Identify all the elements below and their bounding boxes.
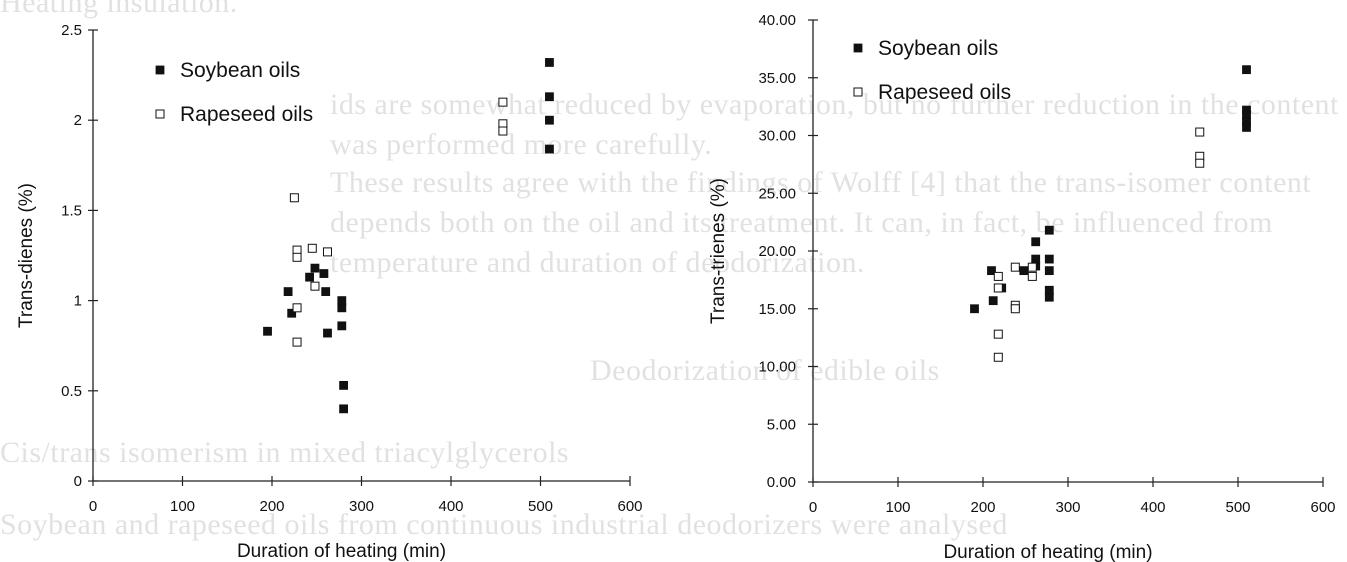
x-tick-label: 200	[259, 498, 284, 515]
y-tick-label: 40.00	[758, 12, 796, 29]
soybean-point	[1044, 266, 1054, 276]
legend-marker-rapeseed	[853, 87, 863, 97]
rapeseed-point	[292, 303, 302, 313]
soybean-point	[310, 263, 320, 273]
legend-marker-rapeseed	[155, 109, 165, 119]
soybean-point	[305, 272, 314, 282]
legend-marker-soybean	[853, 43, 863, 53]
soybean-point	[337, 303, 347, 313]
rapeseed-point	[322, 247, 332, 257]
y-tick-label: 2	[74, 112, 82, 129]
soybean-point	[1242, 65, 1251, 75]
rapeseed-point	[993, 271, 1003, 281]
y-tick-label: 1	[74, 293, 82, 310]
soybean-point	[1031, 237, 1041, 247]
soybean-point	[337, 321, 347, 331]
x-tick-label: 300	[349, 498, 374, 515]
x-tick-label: 500	[528, 498, 553, 515]
y-tick-label: 10.00	[758, 359, 796, 376]
rapeseed-point	[1195, 158, 1205, 168]
soybean-point	[319, 269, 329, 278]
x-axis-title: Duration of heating (min)	[237, 541, 446, 562]
legend-label-rapeseed: Rapeseed oils	[180, 103, 313, 126]
x-tick-label: 0	[89, 498, 97, 515]
x-tick-label: 300	[1055, 499, 1080, 516]
soybean-point	[1044, 254, 1054, 264]
rapeseed-point	[498, 126, 508, 136]
rapeseed-point	[993, 329, 1003, 339]
rapeseed-point	[307, 243, 317, 253]
y-tick-label: 1.5	[61, 202, 82, 219]
x-tick-label: 600	[617, 498, 642, 515]
x-tick-label: 0	[809, 499, 817, 516]
legend-label-soybean: Soybean oils	[180, 59, 300, 82]
soybean-point	[988, 296, 998, 306]
soybean-point	[287, 308, 297, 318]
x-axis-title: Duration of heating (min)	[943, 542, 1152, 562]
soybean-point	[987, 266, 996, 276]
rapeseed-point	[993, 352, 1003, 362]
x-tick-label: 200	[970, 499, 995, 516]
rapeseed-point	[1195, 127, 1205, 137]
y-axis-title: Trans-trienes (%)	[708, 178, 729, 324]
y-tick-label: 25.00	[758, 185, 796, 202]
trans-dienes-chart: 0 100 200 300 400 500 600 0 0.5 1 1.5 2 2.5 Duration …	[16, 22, 643, 562]
soybean-point	[1019, 266, 1029, 276]
rapeseed-point	[1010, 262, 1020, 272]
y-tick-label: 2.5	[61, 22, 82, 39]
soybean-point	[970, 304, 979, 314]
soybean-point	[337, 296, 347, 306]
rapeseed-point	[993, 283, 1003, 293]
x-tick-label: 100	[170, 498, 195, 515]
soybean-point	[545, 115, 554, 125]
y-tick-label: 20.00	[758, 243, 796, 260]
rapeseed-point	[498, 97, 508, 107]
x-tick-label: 400	[438, 498, 463, 515]
legend-label-rapeseed: Rapeseed oils	[878, 81, 1011, 104]
legend-label-soybean: Soybean oils	[878, 37, 998, 60]
y-tick-label: 0.00	[767, 474, 796, 491]
soybean-point	[545, 144, 554, 154]
soybean-point	[545, 58, 554, 67]
rapeseed-point	[310, 281, 320, 291]
rapeseed-point	[292, 252, 302, 262]
soybean-point	[283, 287, 293, 296]
y-tick-label: 5.00	[767, 416, 796, 433]
soybean-point	[339, 404, 349, 414]
soybean-point	[321, 287, 331, 296]
y-tick-label: 15.00	[758, 301, 796, 318]
trans-trienes-chart: 0 100 200 300 400 500 600 0.00 5.00 10.00 15.00 20.…	[708, 12, 1336, 562]
rapeseed-point	[1027, 271, 1037, 281]
y-axis-title: Trans-dienes (%)	[16, 183, 37, 328]
y-tick-label: 30.00	[758, 128, 796, 145]
soybean-point	[323, 328, 332, 338]
rapeseed-point	[289, 193, 299, 203]
rapeseed-point	[1010, 304, 1020, 314]
soybean-point	[263, 326, 272, 336]
x-tick-label: 500	[1225, 499, 1250, 516]
soybean-point	[339, 380, 349, 390]
soybean-point	[1242, 123, 1251, 132]
soybean-point	[1044, 292, 1054, 302]
soybean-point	[1031, 254, 1041, 264]
y-tick-label: 35.00	[758, 70, 796, 87]
soybean-point	[1044, 225, 1054, 235]
legend-marker-soybean	[155, 65, 165, 75]
y-tick-label: 0.5	[61, 383, 82, 400]
x-tick-label: 400	[1140, 499, 1165, 516]
x-tick-label: 100	[885, 499, 910, 516]
y-tick-label: 0	[74, 473, 82, 490]
x-tick-label: 600	[1310, 499, 1335, 516]
rapeseed-point	[292, 337, 302, 347]
soybean-point	[545, 92, 554, 102]
rapeseed-point	[1027, 262, 1037, 272]
